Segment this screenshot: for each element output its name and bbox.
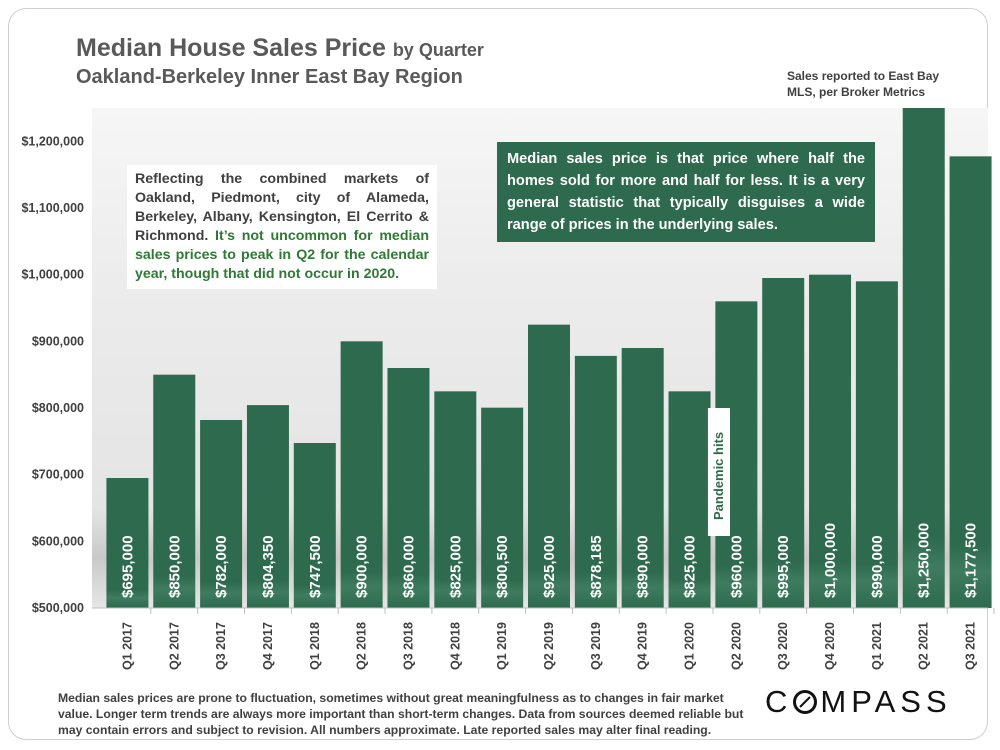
x-tick-label: Q2 2017 (167, 622, 181, 670)
bar-value-label: $782,000 (213, 535, 230, 598)
x-tick-label: Q1 2021 (870, 622, 884, 670)
bar-value-label: $860,000 (400, 535, 417, 598)
compass-o-icon (793, 690, 818, 714)
x-axis: Q1 2017 Q2 2017 Q3 2017 Q4 2017 Q1 2018 Q2 20… (92, 607, 995, 670)
bar (340, 341, 383, 608)
markets-note-text: Reflecting the combined markets of Oakla… (135, 171, 429, 244)
bar-value-label: $960,000 (728, 535, 745, 598)
x-tick-label: Q1 2020 (683, 622, 697, 670)
x-tick-label: Q1 2019 (495, 622, 509, 670)
bar (434, 391, 477, 608)
x-tick-label: Q3 2020 (776, 622, 790, 670)
bar (668, 391, 711, 608)
bar (855, 281, 898, 608)
bar-value-label: $825,000 (447, 535, 464, 598)
compass-logo: C MPASS (765, 684, 952, 720)
x-tick-label: Q3 2021 (964, 622, 978, 670)
bar-value-label: $990,000 (869, 535, 886, 598)
median-definition-box: Median sales price is that price where h… (497, 142, 875, 242)
markets-note: Reflecting the combined markets of Oakla… (127, 165, 437, 289)
logo-text-start: C (765, 684, 793, 719)
bar (106, 478, 149, 608)
bar (200, 420, 243, 608)
bar-value-label: $890,000 (635, 535, 652, 598)
bar-value-label: $1,000,000 (822, 523, 839, 598)
x-tick-label: Q2 2021 (917, 622, 931, 670)
bar-value-label: $995,000 (775, 535, 792, 598)
bar-value-label: $800,500 (494, 535, 511, 598)
bar-value-label: $825,000 (682, 535, 699, 598)
y-tick-label: $500,000 (32, 601, 84, 615)
y-axis: $500,000 $600,000 $700,000 $800,000 $900,000… (21, 134, 84, 615)
bar-value-label: $900,000 (354, 535, 371, 598)
bar-value-label: $878,185 (588, 535, 605, 598)
annotation-text: Pandemic hits (711, 432, 726, 520)
bar (387, 368, 430, 608)
annotation-background (707, 408, 730, 536)
x-tick-label: Q1 2017 (120, 622, 134, 670)
bar (762, 278, 805, 608)
x-tick-label: Q4 2018 (448, 622, 462, 670)
bar (293, 443, 336, 608)
y-tick-label: $800,000 (32, 401, 84, 415)
x-tick-label: Q4 2019 (636, 622, 650, 670)
markets-note-highlight: It’s not uncommon for median sales price… (135, 228, 429, 282)
source-note: Sales reported to East Bay MLS, per Brok… (787, 69, 940, 99)
y-tick-label: $900,000 (32, 334, 84, 348)
bars: $695,000 $850,000 $782,000 $804,350 $747,500… (106, 108, 992, 609)
bar-value-label: $1,250,000 (916, 523, 933, 598)
y-tick-label: $600,000 (32, 534, 84, 548)
bar-value-label: $925,000 (541, 535, 558, 598)
y-tick-label: $1,100,000 (21, 201, 84, 215)
y-tick-label: $700,000 (32, 468, 84, 482)
chart-title: Median House Sales Price by Quarter (76, 34, 484, 63)
chart-title-suffix: by Quarter (392, 40, 484, 60)
bar (809, 274, 852, 608)
chart-subtitle: Oakland-Berkeley Inner East Bay Region (76, 66, 463, 88)
annotation: Pandemic hits (707, 408, 730, 536)
logo-text-end: MPASS (820, 684, 952, 719)
bar (481, 407, 524, 608)
bar-value-label: $695,000 (119, 535, 136, 598)
bar-value-label: $850,000 (166, 535, 183, 598)
bar-value-label: $804,350 (260, 535, 277, 598)
bar (902, 108, 945, 608)
bar (574, 355, 617, 608)
x-tick-label: Q1 2018 (308, 622, 322, 670)
x-tick-label: Q4 2020 (823, 622, 837, 670)
bar (153, 374, 196, 608)
chart-title-main: Median House Sales Price (76, 34, 386, 62)
x-tick-label: Q2 2019 (542, 622, 556, 670)
footer-disclaimer: Median sales prices are prone to fluctua… (58, 691, 744, 737)
y-tick-label: $1,000,000 (21, 268, 84, 282)
bar (621, 348, 664, 608)
x-tick-label: Q2 2020 (729, 622, 743, 670)
x-tick-label: Q3 2019 (589, 622, 603, 670)
bar (949, 156, 992, 609)
bar-value-label: $1,177,500 (963, 523, 980, 598)
x-tick-label: Q4 2017 (261, 622, 275, 670)
y-tick-label: $1,200,000 (21, 134, 84, 148)
bar-value-label: $747,500 (307, 535, 324, 598)
bar (246, 405, 289, 608)
bar (528, 324, 570, 608)
x-tick-label: Q2 2018 (355, 622, 369, 670)
x-tick-label: Q3 2018 (401, 622, 415, 670)
x-tick-label: Q3 2017 (214, 622, 228, 670)
